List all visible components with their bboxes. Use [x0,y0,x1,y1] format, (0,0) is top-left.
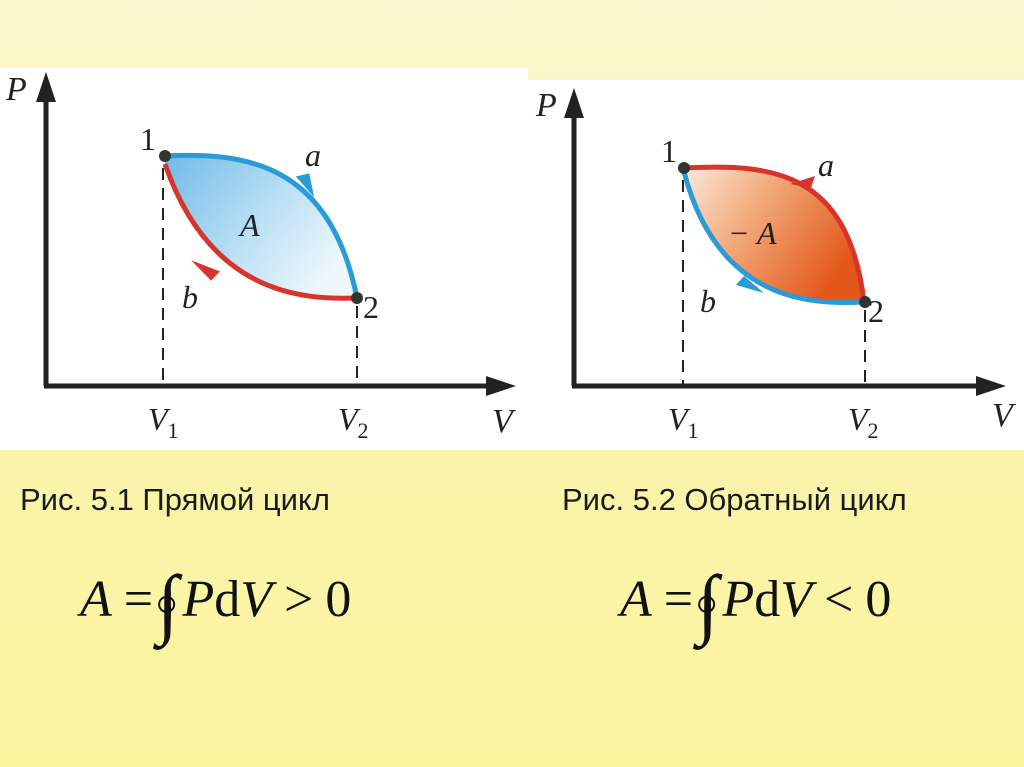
reverse-cycle-diagram: P V 1 2 a b − A V1 V2 [535,87,1017,443]
formula-relation: > [284,570,314,628]
curve-b [681,171,865,306]
formula-equals: = [663,570,694,628]
figure-1-caption: Рис. 5.1 Прямой цикл [20,482,330,517]
p-axis-label: P [535,87,557,124]
point-1-label: 1 [661,133,677,169]
work-area-label: A [238,207,260,243]
point-2-label: 2 [868,293,884,329]
curve-b-arrow [191,260,220,281]
direct-cycle-diagram: P V 1 2 a b A V1 V2 [5,71,517,443]
curve-a-label: a [305,137,321,173]
formula-rhs: 0 [865,570,892,628]
point-1-label: 1 [140,121,156,157]
v-axis-arrow [976,376,1006,396]
v-axis-label: V [492,403,517,440]
point-2-marker [351,292,363,304]
formula-d: d [754,570,781,628]
v1-label: V1 [668,401,699,443]
formula-direct-cycle: A = ∫ P d V > 0 [80,560,352,642]
point-1-marker [159,150,171,162]
point-2-label: 2 [363,289,379,325]
v1-label: V1 [148,401,179,443]
formula-p: P [722,570,755,628]
v-axis-arrow [486,376,516,396]
formula-reverse-cycle: A = ∫ P d V < 0 [620,560,892,642]
work-area-label: − A [728,215,777,251]
formula-v: V [780,570,812,628]
formula-equals: = [123,570,154,628]
contour-integral-sign: ∫ [697,559,719,646]
figure-reverse-cycle: P V 1 2 a b − A V1 V2 [528,80,1024,450]
v2-label: V2 [338,401,369,443]
curve-b-label: b [182,279,198,315]
formula-rhs: 0 [325,570,352,628]
formula-p: P [182,570,215,628]
formula-relation: < [824,570,854,628]
contour-integral-sign: ∫ [157,559,179,646]
curve-a-label: a [818,147,834,183]
v-axis-label: V [992,397,1017,434]
curve-a-arrow [295,173,315,198]
figure-direct-cycle: P V 1 2 a b A V1 V2 [0,68,528,450]
point-2-marker [859,296,871,308]
formula-lhs: A [620,570,652,628]
v2-label: V2 [848,401,879,443]
work-area [165,155,357,299]
formula-v: V [240,570,272,628]
formula-d: d [214,570,241,628]
curve-b-arrow [736,276,764,293]
curve-b [162,163,358,301]
formula-lhs: A [80,570,112,628]
figure-2-caption: Рис. 5.2 Обратный цикл [562,482,907,517]
point-1-marker [678,162,690,174]
curve-a [164,152,360,299]
curve-b-label: b [700,283,716,319]
p-axis-label: P [5,71,27,108]
curve-a-arrow [790,176,815,188]
p-axis-arrow [36,72,56,102]
p-axis-arrow [564,88,584,118]
work-area [684,167,864,303]
